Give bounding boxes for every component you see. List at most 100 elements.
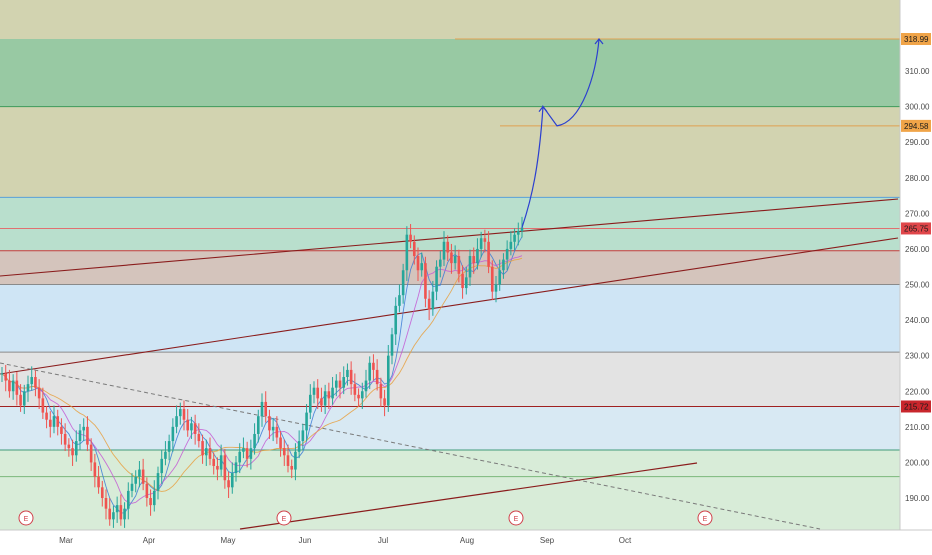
candle bbox=[112, 505, 115, 528]
candle-body bbox=[256, 416, 260, 434]
candle-body bbox=[483, 238, 487, 242]
price-tag-label: 318.99 bbox=[904, 35, 929, 44]
candle bbox=[204, 439, 208, 466]
candle-body bbox=[34, 377, 37, 388]
candle-body bbox=[427, 298, 431, 310]
candle-body bbox=[52, 416, 56, 427]
candle bbox=[108, 498, 112, 526]
candle bbox=[435, 260, 438, 301]
candle-body bbox=[67, 444, 71, 449]
candle bbox=[513, 228, 516, 251]
candle bbox=[219, 444, 223, 476]
candle bbox=[34, 370, 37, 397]
candle-body bbox=[346, 369, 349, 378]
candle bbox=[175, 405, 178, 434]
earnings-marker: E bbox=[18, 510, 34, 526]
candle-body bbox=[520, 227, 524, 232]
earnings-circle bbox=[697, 510, 713, 526]
candle bbox=[197, 423, 201, 448]
candle bbox=[357, 388, 360, 407]
candle bbox=[372, 354, 375, 381]
candle bbox=[123, 502, 126, 528]
earnings-label: E bbox=[282, 516, 287, 523]
y-tick-label: 230.00 bbox=[905, 352, 930, 361]
candle bbox=[494, 275, 498, 303]
candle bbox=[301, 423, 305, 450]
y-tick-label: 220.00 bbox=[905, 387, 930, 396]
candle-body bbox=[108, 508, 112, 520]
candle-body bbox=[490, 266, 494, 292]
candle-body bbox=[78, 430, 82, 442]
candle bbox=[242, 437, 245, 459]
candle-body bbox=[290, 465, 294, 470]
candle bbox=[509, 231, 513, 256]
candle bbox=[461, 265, 464, 299]
candle bbox=[271, 418, 275, 442]
projection-arrowhead-mid bbox=[538, 105, 548, 112]
candle bbox=[490, 260, 494, 301]
x-tick-label: Jun bbox=[299, 536, 312, 545]
candle bbox=[71, 439, 74, 466]
candle-body bbox=[353, 384, 357, 395]
candle-body bbox=[334, 380, 338, 388]
candle-body bbox=[305, 412, 308, 431]
candles bbox=[0, 216, 524, 528]
candle-body bbox=[327, 391, 331, 399]
candle-body bbox=[123, 508, 126, 520]
candle-body bbox=[312, 387, 316, 395]
x-tick-label: Sep bbox=[540, 536, 555, 545]
candle bbox=[8, 369, 11, 398]
candle bbox=[331, 377, 334, 405]
candle bbox=[349, 361, 353, 395]
candle bbox=[164, 441, 167, 466]
candle-body bbox=[286, 455, 290, 466]
trendlines bbox=[0, 198, 899, 530]
candle-body bbox=[37, 387, 41, 399]
candle bbox=[37, 379, 41, 410]
candle bbox=[253, 423, 256, 455]
x-tick-label: Aug bbox=[460, 536, 474, 545]
projection bbox=[521, 38, 604, 228]
candle bbox=[201, 434, 204, 464]
ma-line-20 bbox=[1, 257, 523, 492]
price-tag-bg bbox=[901, 119, 931, 132]
candle-body bbox=[379, 384, 383, 399]
candle-body bbox=[516, 231, 520, 235]
lower-trendline bbox=[0, 237, 899, 375]
candle-body bbox=[45, 412, 48, 420]
candle bbox=[505, 240, 509, 271]
price-tag-label: 265.75 bbox=[904, 224, 929, 233]
candle bbox=[450, 243, 453, 274]
candle bbox=[364, 369, 368, 398]
candle bbox=[279, 431, 282, 457]
candle-body bbox=[494, 284, 498, 292]
candle-body bbox=[308, 394, 312, 413]
candle-body bbox=[230, 473, 234, 488]
price-tags: 318.99 294.58 265.75 215.72 bbox=[901, 33, 931, 413]
candle-body bbox=[294, 451, 297, 470]
candle-body bbox=[431, 291, 435, 310]
candle-body bbox=[242, 448, 245, 452]
candle bbox=[483, 229, 487, 253]
candle-body bbox=[208, 448, 212, 459]
candle bbox=[89, 438, 93, 471]
candle-body bbox=[234, 462, 238, 474]
candle-body bbox=[22, 391, 26, 406]
zone-band-1 bbox=[0, 39, 900, 107]
candle-body bbox=[464, 277, 468, 289]
candle-body bbox=[0, 373, 4, 375]
candle bbox=[56, 409, 60, 436]
y-tick-label: 240.00 bbox=[905, 316, 930, 325]
price-tag-label: 294.58 bbox=[904, 122, 929, 131]
candle bbox=[346, 363, 349, 386]
candle bbox=[342, 366, 346, 395]
candle-body bbox=[264, 401, 268, 417]
candle bbox=[227, 471, 230, 498]
candle bbox=[416, 247, 420, 281]
candle bbox=[182, 400, 186, 431]
candle bbox=[48, 411, 52, 438]
candle bbox=[130, 473, 134, 498]
